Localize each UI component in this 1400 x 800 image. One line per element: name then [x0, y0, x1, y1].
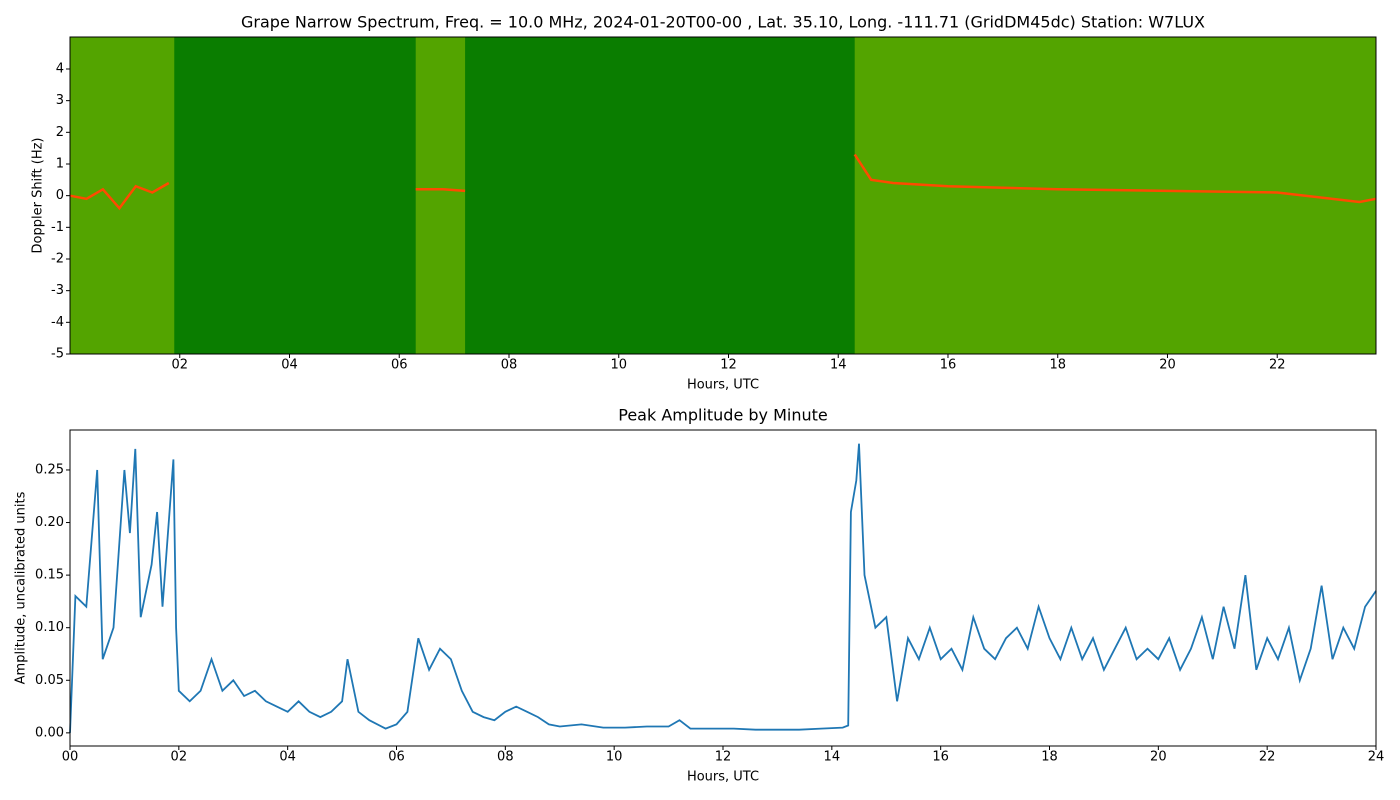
axes-frame	[69, 429, 1377, 747]
x-tick-label: 04	[279, 750, 296, 765]
y-tick-label: 0.05	[35, 673, 64, 688]
x-tick-label: 22	[1259, 750, 1276, 765]
x-tick-label: 20	[1150, 750, 1167, 765]
y-tick-label: 2	[56, 125, 64, 140]
x-tick-label: 20	[1159, 358, 1176, 373]
y-tick-label: 0.25	[35, 462, 64, 477]
y-tick-label: 0.10	[35, 620, 64, 635]
y-tick-label: 0.15	[35, 568, 64, 583]
chart-title: Peak Amplitude by Minute	[618, 406, 828, 425]
y-axis-label: Doppler Shift (Hz)	[31, 138, 46, 254]
x-tick-label: 22	[1269, 358, 1286, 373]
x-tick-label: 18	[1041, 750, 1058, 765]
bright-span	[70, 37, 175, 354]
x-tick-label: 12	[715, 750, 732, 765]
x-tick-label: 12	[720, 358, 737, 373]
bright-span	[415, 37, 466, 354]
y-tick-label: -3	[51, 283, 64, 298]
x-tick-label: 10	[606, 750, 623, 765]
y-axis-label: Amplitude, uncalibrated units	[14, 491, 29, 684]
chart-title: Grape Narrow Spectrum, Freq. = 10.0 MHz,…	[241, 13, 1205, 32]
x-tick-label: 24	[1368, 750, 1385, 765]
amplitude-line	[69, 443, 1377, 733]
x-tick-label: 02	[171, 358, 188, 373]
x-tick-label: 06	[388, 750, 405, 765]
y-tick-label: -5	[51, 347, 64, 362]
y-tick-label: 0.00	[35, 725, 64, 740]
x-tick-label: 10	[610, 358, 627, 373]
y-tick-label: 4	[56, 61, 64, 76]
x-tick-label: 16	[940, 358, 957, 373]
x-axis-label: Hours, UTC	[687, 770, 759, 785]
x-tick-label: 16	[932, 750, 949, 765]
doppler-trace	[69, 153, 1377, 211]
x-tick-label: 06	[391, 358, 408, 373]
y-tick-label: 1	[56, 156, 64, 171]
y-tick-label: -2	[51, 251, 64, 266]
x-tick-label: 00	[62, 750, 79, 765]
y-tick-label: -4	[51, 315, 64, 330]
y-tick-label: 0.20	[35, 515, 64, 530]
x-tick-label: 18	[1049, 358, 1066, 373]
x-tick-label: 14	[830, 358, 847, 373]
x-axis-label: Hours, UTC	[687, 378, 759, 393]
y-tick-label: 3	[56, 93, 64, 108]
y-tick-label: -1	[51, 220, 64, 235]
x-tick-label: 08	[497, 750, 514, 765]
x-tick-label: 14	[824, 750, 841, 765]
y-tick-label: 0	[56, 188, 64, 203]
x-tick-label: 04	[281, 358, 298, 373]
x-tick-label: 08	[501, 358, 518, 373]
bright-span	[854, 37, 1376, 354]
x-tick-label: 02	[171, 750, 188, 765]
